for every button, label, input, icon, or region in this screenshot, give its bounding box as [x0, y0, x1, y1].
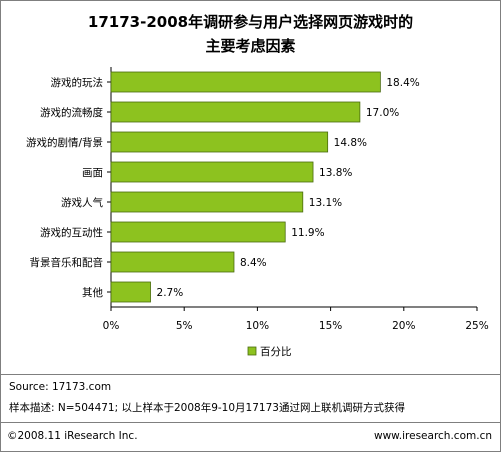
bar-chart: 0% 5% 10% 15% 20% 25% 游戏的玩法 18.4% 游戏的流畅度 17.0% 游戏的…	[26, 67, 489, 358]
chart-title-line2: 主要考虑因素	[205, 37, 296, 55]
bar	[110, 101, 361, 123]
x-tick-label: 0%	[103, 320, 120, 332]
data-label: 11.9%	[291, 227, 324, 239]
legend-label: 百分比	[260, 345, 292, 358]
footer-website: www.iresearch.com.cn	[373, 430, 492, 442]
bar	[110, 71, 381, 93]
divider-top	[1, 374, 500, 375]
bar	[110, 161, 314, 183]
chart-title-line1: 17173-2008年调研参与用户选择网页游戏时的	[87, 13, 414, 31]
data-label: 8.4%	[240, 257, 267, 269]
category-label: 其他	[82, 286, 103, 299]
legend-swatch	[247, 346, 257, 356]
x-tick-label: 20%	[392, 320, 415, 332]
data-label: 13.1%	[309, 197, 342, 209]
x-tick-label: 25%	[465, 320, 488, 332]
sample-description: 样本描述: N=504471; 以上样本于2008年9-10月17173通过网上…	[9, 402, 405, 414]
data-label: 13.8%	[319, 167, 352, 179]
category-label: 画面	[82, 167, 103, 179]
category-label: 游戏的玩法	[51, 76, 104, 89]
data-label: 18.4%	[386, 77, 419, 89]
bar	[110, 221, 286, 243]
bar	[110, 131, 329, 153]
data-label: 14.8%	[334, 137, 367, 149]
category-label: 游戏的互动性	[40, 226, 103, 239]
data-label: 17.0%	[366, 107, 399, 119]
x-tick-label: 10%	[246, 320, 269, 332]
x-tick-label: 15%	[319, 320, 342, 332]
category-label: 游戏的流畅度	[40, 106, 103, 119]
divider-bottom	[1, 422, 500, 423]
footer-copyright: ©2008.11 iResearch Inc.	[7, 430, 138, 442]
bar	[110, 251, 235, 273]
category-label: 游戏的剧情/背景	[26, 136, 103, 149]
data-label: 2.7%	[157, 287, 184, 299]
bar	[110, 281, 151, 303]
x-tick-label: 5%	[176, 320, 193, 332]
bar	[110, 191, 304, 213]
source-text: Source: 17173.com	[9, 381, 112, 393]
category-label: 游戏人气	[61, 196, 103, 209]
category-label: 背景音乐和配音	[30, 256, 104, 269]
